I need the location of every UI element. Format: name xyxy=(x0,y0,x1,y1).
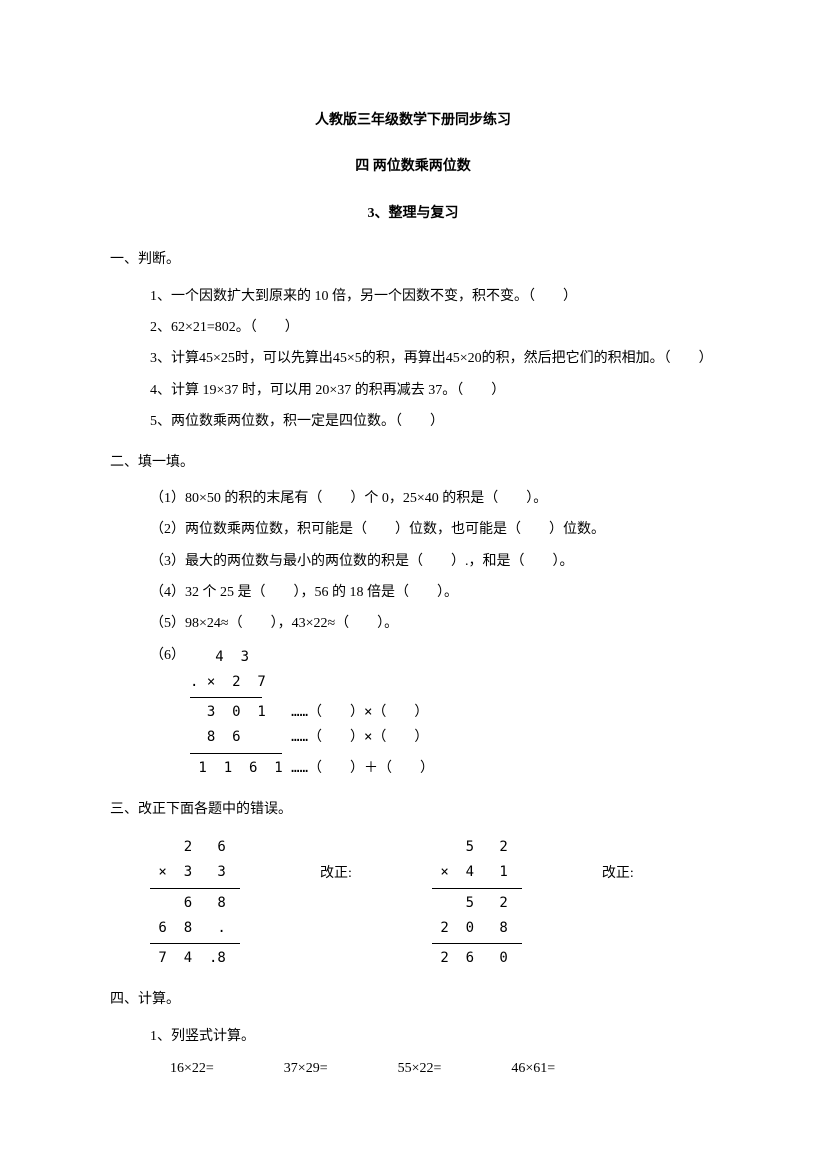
doc-title-1: 人教版三年级数学下册同步练习 xyxy=(110,110,716,132)
calc-row-5: 1 1 6 1 ……（ ）＋（ ） xyxy=(190,756,434,781)
doc-title-3: 3、整理与复习 xyxy=(110,203,716,225)
sec3-r-r4: 2 0 8 xyxy=(432,916,522,941)
calc-row-4: 8 6 ……（ ）×（ ） xyxy=(190,725,434,750)
sec2-q6-label: （6） xyxy=(150,645,190,667)
sec1-q5: 5、两位数乘两位数，积一定是四位数。（ ） xyxy=(150,411,716,433)
sec3-l-r4: 6 8 . xyxy=(150,916,240,941)
sec3-left-calc: 2 6 × 3 3 6 8 6 8 . 7 4 .8 xyxy=(150,835,240,971)
section-4-heading: 四、计算。 xyxy=(110,989,716,1011)
sec1-q2: 2、62×21=802。（ ） xyxy=(150,317,716,339)
sec4-e4: 46×61= xyxy=(511,1058,555,1080)
sec2-q2: （2）两位数乘两位数，积可能是（ ）位数，也可能是（ ）位数。 xyxy=(150,519,716,541)
sec2-q5: （5）98×24≈（ ），43×22≈（ ）。 xyxy=(150,613,716,635)
sec2-q1: （1）80×50 的积的末尾有（ ）个 0，25×40 的积是（ ）。 xyxy=(150,488,716,510)
section-2-heading: 二、填一填。 xyxy=(110,452,716,474)
sec1-q1: 1、一个因数扩大到原来的 10 倍，另一个因数不变，积不变。（ ） xyxy=(150,286,716,308)
sec3-l-r5: 7 4 .8 xyxy=(150,946,240,971)
doc-title-2: 四 两位数乘两位数 xyxy=(110,156,716,178)
section-3-heading: 三、改正下面各题中的错误。 xyxy=(110,799,716,821)
sec4-e3: 55×22= xyxy=(398,1058,442,1080)
sec3-r-r2: × 4 1 xyxy=(432,860,522,885)
sec3-l-r2: × 3 3 xyxy=(150,860,240,885)
sec3-right-calc: 5 2 × 4 1 5 2 2 0 8 2 6 0 xyxy=(432,835,522,971)
calc-row-1: 4 3 xyxy=(190,645,434,670)
sec4-e2: 37×29= xyxy=(284,1058,328,1080)
sec2-q4: （4）32 个 25 是（ ），56 的 18 倍是（ ）。 xyxy=(150,582,716,604)
sec1-q4: 4、计算 19×37 时，可以用 20×37 的积再减去 37。（ ） xyxy=(150,380,716,402)
sec3-l-r3: 6 8 xyxy=(150,891,240,916)
sec3-r-r1: 5 2 xyxy=(432,835,522,860)
sec4-sub: 1、列竖式计算。 xyxy=(150,1026,716,1048)
sec2-vertical-calc: 4 3 . × 2 7 3 0 1 ……（ ）×（ ） 8 6 ……（ ）×（ … xyxy=(190,645,434,781)
calc-row-3: 3 0 1 ……（ ）×（ ） xyxy=(190,700,434,725)
sec4-e1: 16×22= xyxy=(170,1058,214,1080)
sec3-l-r1: 2 6 xyxy=(150,835,240,860)
calc-row-2: . × 2 7 xyxy=(190,670,434,695)
sec3-correct-left: 改正: xyxy=(320,835,352,885)
sec3-r-r5: 2 6 0 xyxy=(432,946,522,971)
sec1-q3: 3、计算45×25时，可以先算出45×5的积，再算出45×20的积，然后把它们的… xyxy=(150,348,716,370)
sec2-q3: （3）最大的两位数与最小的两位数的积是（ ）.，和是（ ）。 xyxy=(150,551,716,573)
sec3-correct-right: 改正: xyxy=(602,835,634,885)
sec3-r-r3: 5 2 xyxy=(432,891,522,916)
section-1-heading: 一、判断。 xyxy=(110,249,716,271)
